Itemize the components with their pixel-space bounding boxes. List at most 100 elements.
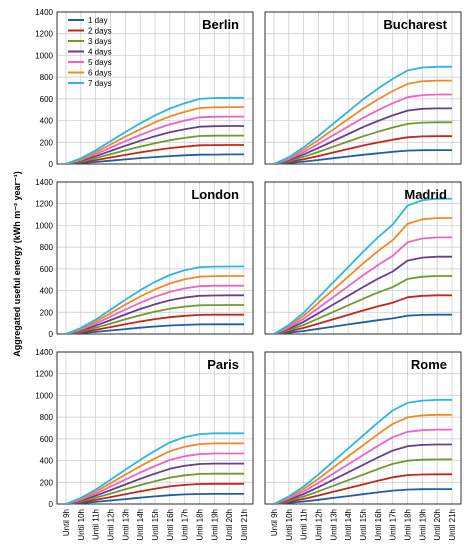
series-line-2-days (65, 482, 244, 505)
series-line-5-days (273, 428, 452, 505)
x-tick-label: Until 18h (404, 509, 413, 541)
series-line-6-days (65, 106, 244, 165)
series-line-7-days (273, 65, 453, 165)
y-tick-label: 400 (40, 117, 54, 126)
x-tick-label: Until 10h (285, 509, 294, 541)
series-line-3-days (273, 275, 452, 335)
panel-bucharest: Bucharest (264, 11, 462, 165)
y-tick-label: 800 (40, 73, 54, 82)
x-tick-label: Until 9h (62, 509, 71, 536)
legend-entry: 5 days (88, 58, 112, 67)
series-line-1-day (65, 492, 244, 505)
series-line-4-days (65, 294, 244, 335)
legend-entry: 4 days (88, 48, 112, 57)
legend-entry: 6 days (88, 69, 112, 78)
panel-title: Bucharest (383, 17, 447, 32)
y-tick-label: 400 (40, 287, 54, 296)
x-tick-label: Until 19h (210, 509, 219, 541)
x-tick-label: Until 11h (92, 509, 101, 540)
x-tick-label: Until 12h (315, 509, 324, 541)
x-tick-label: Until 14h (344, 509, 353, 541)
y-tick-label: 1400 (35, 178, 53, 187)
series-line-6-days (273, 217, 452, 335)
x-tick-label: Until 16h (166, 509, 175, 541)
panel-title: London (191, 187, 239, 202)
x-tick-label: Until 18h (196, 509, 205, 541)
plot-frame (56, 11, 254, 165)
x-tick-label: Until 21h (240, 509, 249, 541)
x-tick-label: Until 20h (433, 509, 442, 541)
series-line-5-days (65, 284, 244, 335)
y-tick-label: 1200 (35, 200, 53, 209)
series-line-1-day (65, 323, 244, 335)
y-tick-label: 600 (40, 265, 54, 274)
plot-frame (56, 181, 254, 335)
x-tick-label: Until 10h (77, 509, 86, 541)
series-line-5-days (273, 236, 452, 335)
x-tick-label: Until 13h (329, 509, 338, 541)
panel-berlin: 0 200 400 600 800 1000 1200 1400 Berlin (35, 8, 254, 169)
y-tick-label: 1200 (35, 370, 53, 379)
x-tick-label: Until 15h (359, 509, 368, 541)
series-line-5-days (273, 93, 452, 165)
legend-entry: 2 days (88, 27, 112, 36)
x-tick-label: Until 15h (151, 509, 160, 541)
y-tick-label: 1400 (35, 8, 53, 17)
x-tick-label: Until 13h (121, 509, 130, 541)
y-tick-label: 200 (40, 308, 54, 317)
y-tick-label: 1000 (35, 221, 53, 230)
y-tick-label: 1400 (35, 348, 53, 357)
panel-rome: Rome Until 9h Until 10h Until 11h Until 12h U… (264, 351, 462, 541)
plot-frame (264, 181, 462, 335)
y-tick-label: 800 (40, 243, 54, 252)
series-line-3-days (65, 304, 244, 335)
y-tick-label: 600 (40, 435, 54, 444)
series-line-2-days (65, 144, 244, 165)
x-tick-label: Until 20h (225, 509, 234, 541)
panel-london: 0 200 400 600 800 1000 1200 1400 London (35, 178, 254, 339)
series-line-1-day (273, 149, 452, 165)
series-line-2-days (65, 313, 244, 335)
series-line-7-days (65, 432, 244, 505)
series-line-5-days (65, 452, 244, 505)
plot-frame (56, 351, 254, 505)
y-tick-label: 1200 (35, 30, 53, 39)
panel-title: Paris (207, 357, 239, 372)
series-line-1-day (273, 488, 452, 505)
y-tick-label: 400 (40, 457, 54, 466)
x-tick-label: Until 21h (448, 509, 457, 541)
series-line-4-days (65, 125, 244, 165)
panel-title: Madrid (404, 187, 447, 202)
x-tick-label: Until 9h (270, 509, 279, 536)
y-tick-label: 200 (40, 138, 54, 147)
series-line-3-days (273, 458, 452, 505)
x-tick-label: Until 11h (300, 509, 309, 540)
plot-frame (264, 351, 462, 505)
series-line-6-days (65, 275, 244, 335)
x-tick-label: Until 12h (107, 509, 116, 541)
series-line-4-days (273, 443, 452, 505)
series-line-3-days (273, 121, 452, 165)
panel-title: Rome (411, 357, 447, 372)
x-tick-label: Until 14h (136, 509, 145, 541)
series-line-2-days (273, 473, 452, 505)
legend-entry: 3 days (88, 37, 112, 46)
series-line-3-days (65, 472, 244, 505)
panel-title: Berlin (202, 17, 239, 32)
series-line-5-days (65, 115, 244, 165)
y-tick-label: 800 (40, 413, 54, 422)
y-tick-label: 600 (40, 95, 54, 104)
y-tick-label: 0 (49, 500, 54, 509)
panel-madrid: Madrid (264, 181, 462, 335)
series-line-7-days (65, 96, 244, 165)
series-line-6-days (273, 79, 452, 165)
series-line-4-days (273, 107, 452, 165)
y-tick-label: 0 (49, 160, 54, 169)
series-line-4-days (273, 255, 452, 335)
series-line-7-days (273, 398, 452, 505)
plot-frame (264, 11, 462, 165)
series-line-7-days (273, 197, 452, 335)
panel-paris: 0 200 400 600 800 1000 1200 1400 Paris Until 9h Un… (35, 348, 254, 541)
